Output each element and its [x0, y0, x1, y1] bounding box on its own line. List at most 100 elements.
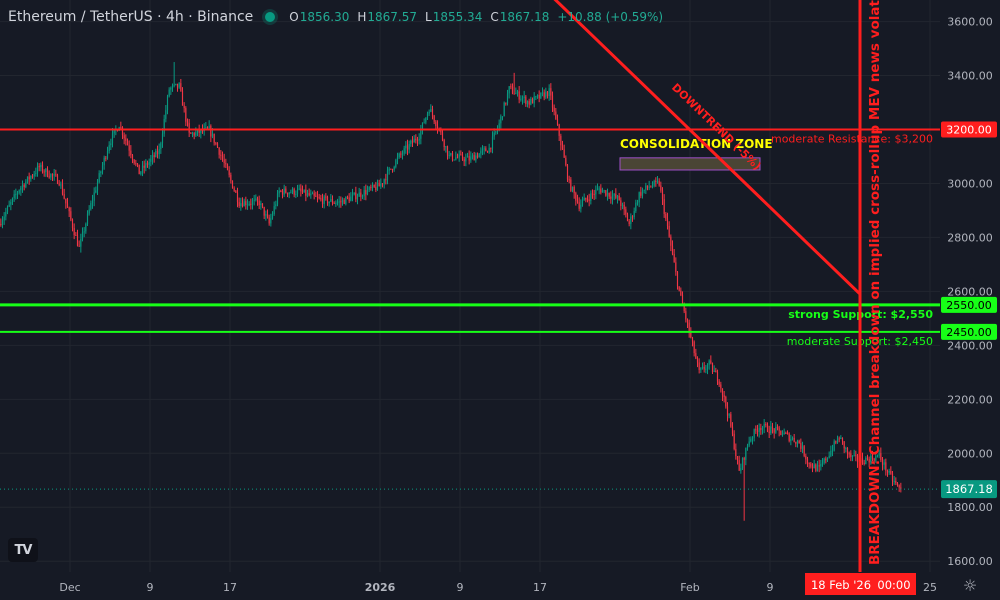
candle-body	[658, 181, 660, 186]
candle-body	[425, 117, 427, 123]
candle-body	[848, 453, 850, 455]
candle-body	[805, 455, 807, 460]
candle-body	[578, 202, 580, 209]
candle-body	[466, 156, 469, 158]
candle-body	[338, 201, 340, 203]
candle-body	[351, 194, 354, 197]
candle-body	[750, 438, 752, 442]
candle-body	[721, 388, 724, 396]
time-tick-label: 25	[923, 581, 937, 594]
candle-body	[756, 430, 759, 432]
candle-body	[560, 135, 562, 146]
candle-body	[886, 470, 889, 473]
candle-body	[748, 441, 750, 446]
candle-body	[668, 225, 670, 237]
candle-body	[590, 193, 592, 201]
candle-body	[146, 163, 149, 165]
candle-body	[808, 462, 810, 464]
symbol-title[interactable]: Ethereum / TetherUS · 4h · Binance	[8, 9, 254, 25]
candle-body	[231, 180, 234, 189]
candle-body	[305, 189, 307, 196]
candle-body	[440, 129, 442, 133]
candle-body	[63, 194, 65, 199]
candle-body	[245, 201, 247, 206]
candle-body	[48, 176, 50, 178]
candle-body	[223, 159, 225, 163]
candle-body	[381, 183, 384, 185]
last-price-tag	[941, 480, 997, 499]
candle-body	[226, 164, 229, 171]
candle-body	[341, 199, 344, 202]
candle-body	[306, 193, 309, 196]
candle-body	[20, 187, 22, 191]
candle-body	[873, 459, 875, 461]
candle-body	[278, 190, 280, 194]
candle-body	[300, 188, 302, 192]
candle-body	[165, 110, 167, 119]
candle-body	[415, 138, 417, 141]
low-label: L	[425, 10, 432, 24]
candle-body	[823, 458, 825, 463]
candle-body	[543, 92, 545, 98]
price-tick-label: 2800.00	[947, 231, 993, 244]
candle-body	[110, 143, 112, 146]
candle-body	[595, 189, 597, 195]
candle-body	[436, 125, 439, 129]
candle-body	[640, 192, 642, 196]
candle-body	[710, 360, 712, 364]
gear-icon[interactable]: ☼	[962, 576, 978, 595]
candle-body	[446, 146, 449, 156]
candle-body	[56, 175, 59, 184]
candle-body	[90, 203, 92, 210]
candle-body	[888, 470, 890, 473]
candle-body	[770, 426, 772, 433]
candle-body	[865, 457, 867, 465]
candle-body	[856, 455, 859, 463]
candle-body	[531, 98, 534, 104]
tradingview-logo-icon[interactable]: TV	[8, 538, 38, 562]
candle-body	[690, 332, 692, 338]
candle-body	[620, 200, 622, 206]
candle-body	[890, 470, 892, 474]
candle-body	[373, 184, 375, 187]
candle-body	[178, 83, 180, 88]
candle-body	[96, 182, 99, 191]
candle-body	[353, 192, 355, 195]
candle-body	[361, 196, 364, 198]
candle-body	[761, 427, 764, 430]
candle-body	[173, 84, 175, 86]
candle-body	[86, 213, 89, 224]
candle-body	[228, 170, 230, 175]
candle-body	[488, 147, 490, 153]
candle-body	[718, 381, 720, 385]
candle-body	[233, 188, 235, 191]
candle-body	[95, 190, 97, 193]
candle-body	[126, 140, 129, 146]
candle-body	[536, 95, 539, 97]
candle-body	[685, 311, 687, 320]
candle-body	[656, 181, 659, 183]
candle-body	[753, 429, 755, 438]
candle-body	[773, 428, 775, 433]
candle-body	[426, 113, 429, 118]
candle-body	[198, 129, 200, 133]
time-tick-label: Feb	[680, 581, 699, 594]
candle-body	[23, 184, 25, 188]
candle-body	[613, 194, 615, 196]
candle-body	[518, 91, 520, 100]
candle-body	[356, 196, 359, 200]
candle-body	[263, 206, 265, 216]
candle-body	[128, 145, 130, 151]
time-tick-label: 17	[223, 581, 237, 594]
candle-body	[205, 127, 207, 129]
candle-body	[636, 202, 639, 204]
candle-body	[751, 437, 754, 439]
candle-body	[516, 91, 519, 94]
candle-body	[55, 174, 57, 176]
candle-body	[693, 341, 695, 354]
candle-body	[730, 414, 732, 427]
candle-body	[13, 194, 15, 199]
candle-body	[418, 138, 420, 141]
candle-body	[430, 109, 432, 112]
